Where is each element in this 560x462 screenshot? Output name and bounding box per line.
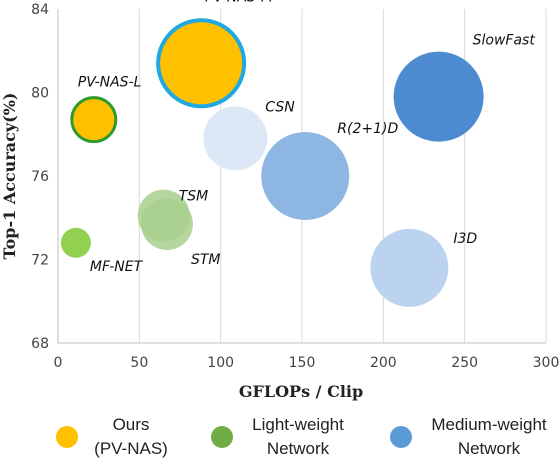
axes: 0 50 100 150 200 250 300 68 72 76 80 84 — [31, 2, 559, 371]
legend-green-circle-icon — [211, 426, 233, 448]
legend-medium-line1: Medium-weight — [431, 415, 547, 434]
legend-ours-line1: Ours — [113, 415, 150, 434]
point-label-slowfast: SlowFast — [473, 33, 536, 49]
x-tick-label-100: 100 — [207, 355, 234, 371]
point-label-tsm: TSM — [179, 189, 209, 205]
y-tick-label-72: 72 — [31, 253, 49, 269]
y-tick-label-80: 80 — [31, 86, 49, 102]
point-label-r-2-1-d: R(2+1)D — [337, 121, 398, 137]
point-label-pv-nas-m: PV-NAS-M — [205, 0, 273, 5]
y-axis-title: Top-1 Accuracy(%) — [0, 93, 19, 260]
x-tick-label-300: 300 — [533, 355, 560, 371]
legend-light-line2: Network — [267, 439, 330, 458]
point-label-csn: CSN — [265, 99, 295, 115]
legend-medium-line2: Network — [458, 439, 521, 458]
x-tick-label-200: 200 — [370, 355, 397, 371]
point-label-stm: STM — [191, 252, 221, 268]
point-labels: PV-NAS-M PV-NAS-L TSM STM MF-NET SlowFast CSN R… — [78, 0, 536, 275]
y-tick-label-84: 84 — [31, 2, 49, 18]
bubble-pv-nas-l — [70, 96, 118, 144]
bubbles — [60, 18, 484, 307]
point-label-i3d: I3D — [453, 231, 477, 247]
point-label-pv-nas-l: PV-NAS-L — [78, 75, 142, 91]
legend-item-medium: Medium-weight Network — [390, 415, 547, 458]
point-label-mf-net: MF-NET — [90, 259, 144, 275]
legend-item-ours: Ours (PV-NAS) — [56, 415, 168, 458]
bubble-pv-nas-m — [156, 18, 247, 109]
bubble-r-2-1-d — [261, 132, 350, 220]
x-tick-label-150: 150 — [289, 355, 316, 371]
x-tick-label-50: 50 — [130, 355, 148, 371]
bubble-slowfast — [393, 51, 484, 142]
y-tick-label-68: 68 — [31, 336, 49, 352]
legend: Ours (PV-NAS) Light-weight Network Mediu… — [56, 415, 547, 458]
x-tick-label-0: 0 — [54, 355, 63, 371]
legend-item-light: Light-weight Network — [211, 415, 344, 458]
legend-yellow-circle-icon — [56, 426, 78, 448]
y-tick-label-76: 76 — [31, 169, 49, 185]
bubble-i3d — [370, 228, 449, 307]
bubble-csn — [203, 106, 268, 171]
legend-blue-circle-icon — [390, 426, 412, 448]
bubble-mf-net — [60, 227, 91, 258]
x-tick-label-250: 250 — [451, 355, 478, 371]
legend-ours-line2: (PV-NAS) — [94, 439, 168, 458]
legend-light-line1: Light-weight — [252, 415, 344, 434]
bubble-stm — [140, 198, 193, 251]
x-axis-title: GFLOPs / Clip — [239, 382, 363, 401]
